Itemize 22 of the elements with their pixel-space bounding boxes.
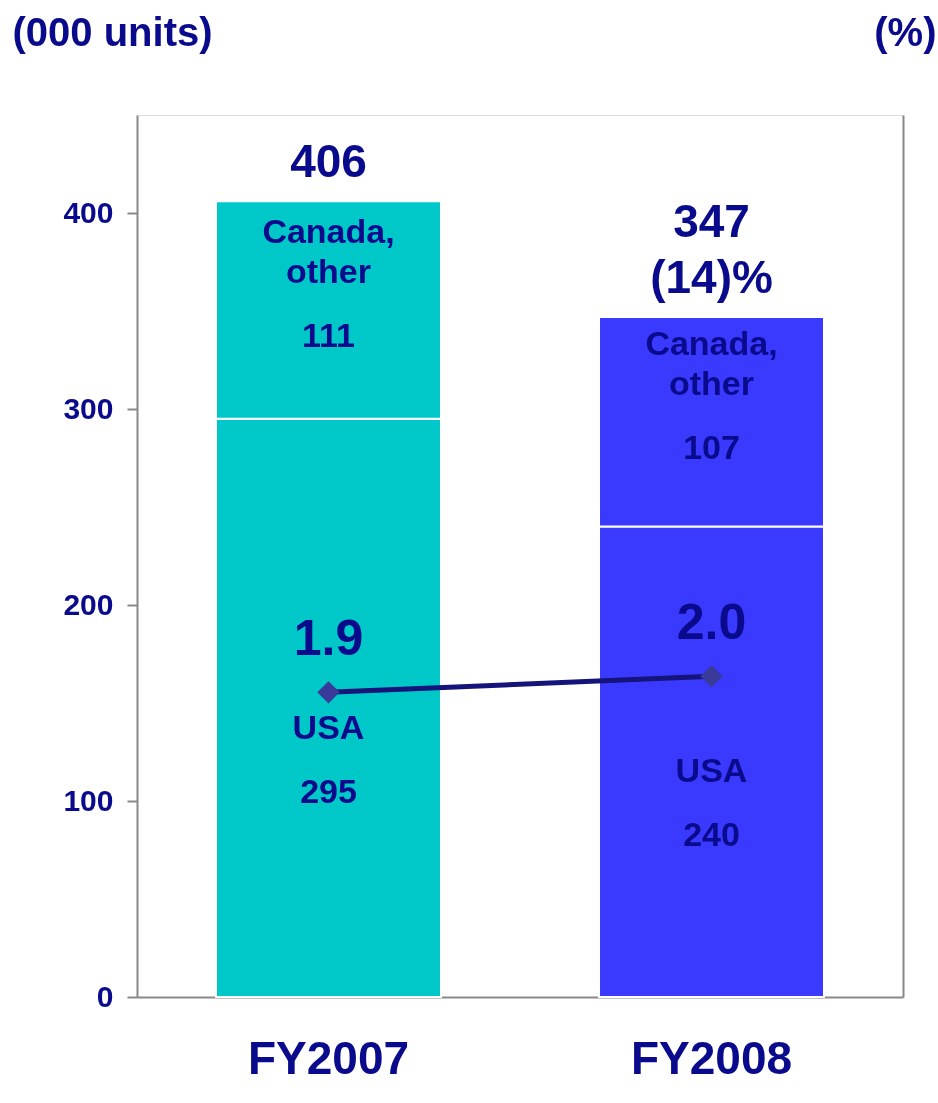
data-label: 111 — [302, 316, 355, 355]
y-tick-label: 200 — [63, 587, 114, 621]
y-tick-label: 300 — [63, 391, 114, 425]
y-tick-label: 100 — [63, 783, 114, 817]
text: USA — [675, 750, 748, 789]
x-tick-label: FY2007 — [247, 1031, 410, 1084]
annotation: (14)% — [650, 250, 773, 303]
y2-axis-title: (%) — [874, 9, 937, 54]
data-label: 1.9 — [293, 610, 364, 667]
total-label: 347 — [673, 194, 750, 247]
text: Canada, other — [262, 212, 395, 291]
y-axis-title: (000 units) — [12, 9, 213, 54]
series-label: USA — [292, 707, 365, 746]
total-label: 406 — [290, 135, 367, 188]
y-tick-label: 400 — [63, 195, 114, 229]
x-tick-label: FY2008 — [630, 1031, 793, 1084]
data-label: 295 — [300, 771, 357, 810]
data-label: 2.0 — [676, 594, 747, 651]
data-label: 107 — [683, 427, 740, 466]
series-label: Canada, other — [645, 323, 778, 402]
y-tick-label: 0 — [96, 979, 114, 1013]
data-label: 240 — [683, 814, 740, 853]
